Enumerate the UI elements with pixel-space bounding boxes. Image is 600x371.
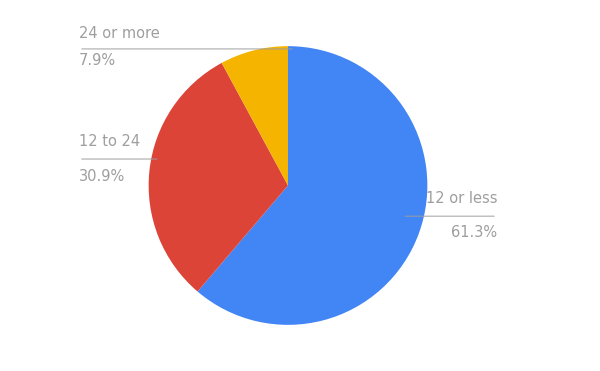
Text: 30.9%: 30.9% (79, 169, 125, 184)
Text: 7.9%: 7.9% (79, 53, 116, 68)
Text: 24 or more: 24 or more (79, 26, 160, 40)
Wedge shape (149, 63, 288, 292)
Wedge shape (197, 46, 427, 325)
Text: 12 to 24: 12 to 24 (79, 134, 140, 149)
Text: 12 or less: 12 or less (425, 191, 497, 206)
Text: 61.3%: 61.3% (451, 224, 497, 240)
Wedge shape (221, 46, 288, 186)
